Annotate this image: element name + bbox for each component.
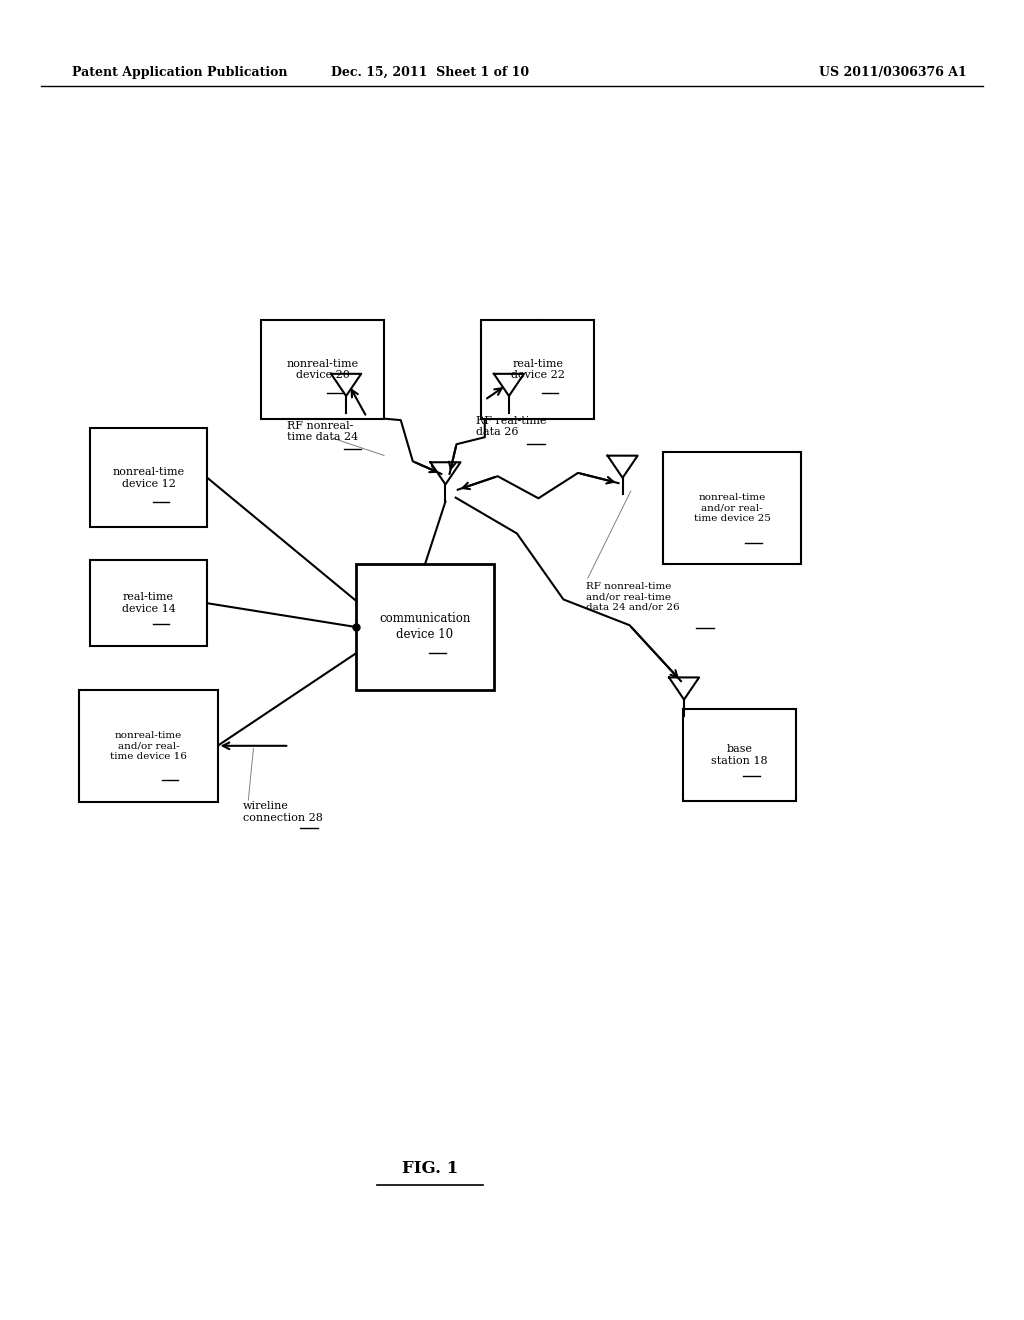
Bar xyxy=(79,689,217,801)
Text: RF nonreal-time
and/or real-time
data 24 and/or 26: RF nonreal-time and/or real-time data 24… xyxy=(586,582,679,611)
Text: nonreal-time
and/or real-
time device 25: nonreal-time and/or real- time device 25 xyxy=(693,494,771,523)
Text: US 2011/0306376 A1: US 2011/0306376 A1 xyxy=(819,66,967,79)
Text: nonreal-time
and/or real-
time device 16: nonreal-time and/or real- time device 16 xyxy=(110,731,187,760)
Text: communication
device 10: communication device 10 xyxy=(379,612,471,642)
Text: nonreal-time
device 12: nonreal-time device 12 xyxy=(113,467,184,488)
Bar xyxy=(664,451,801,565)
Text: real-time
device 14: real-time device 14 xyxy=(122,593,175,614)
Text: Dec. 15, 2011  Sheet 1 of 10: Dec. 15, 2011 Sheet 1 of 10 xyxy=(331,66,529,79)
Bar xyxy=(481,321,594,420)
Text: RF real-time
data 26: RF real-time data 26 xyxy=(476,416,547,437)
Text: real-time
device 22: real-time device 22 xyxy=(511,359,564,380)
Text: nonreal-time
device 20: nonreal-time device 20 xyxy=(287,359,358,380)
Text: base
station 18: base station 18 xyxy=(711,744,768,766)
Bar xyxy=(90,560,207,645)
Bar xyxy=(683,709,796,801)
Text: Patent Application Publication: Patent Application Publication xyxy=(72,66,287,79)
Bar xyxy=(261,321,384,420)
Bar xyxy=(356,565,494,689)
Text: wireline
connection 28: wireline connection 28 xyxy=(244,801,324,822)
Bar xyxy=(90,428,207,527)
Text: RF nonreal-
time data 24: RF nonreal- time data 24 xyxy=(287,421,358,442)
Text: FIG. 1: FIG. 1 xyxy=(402,1160,458,1176)
